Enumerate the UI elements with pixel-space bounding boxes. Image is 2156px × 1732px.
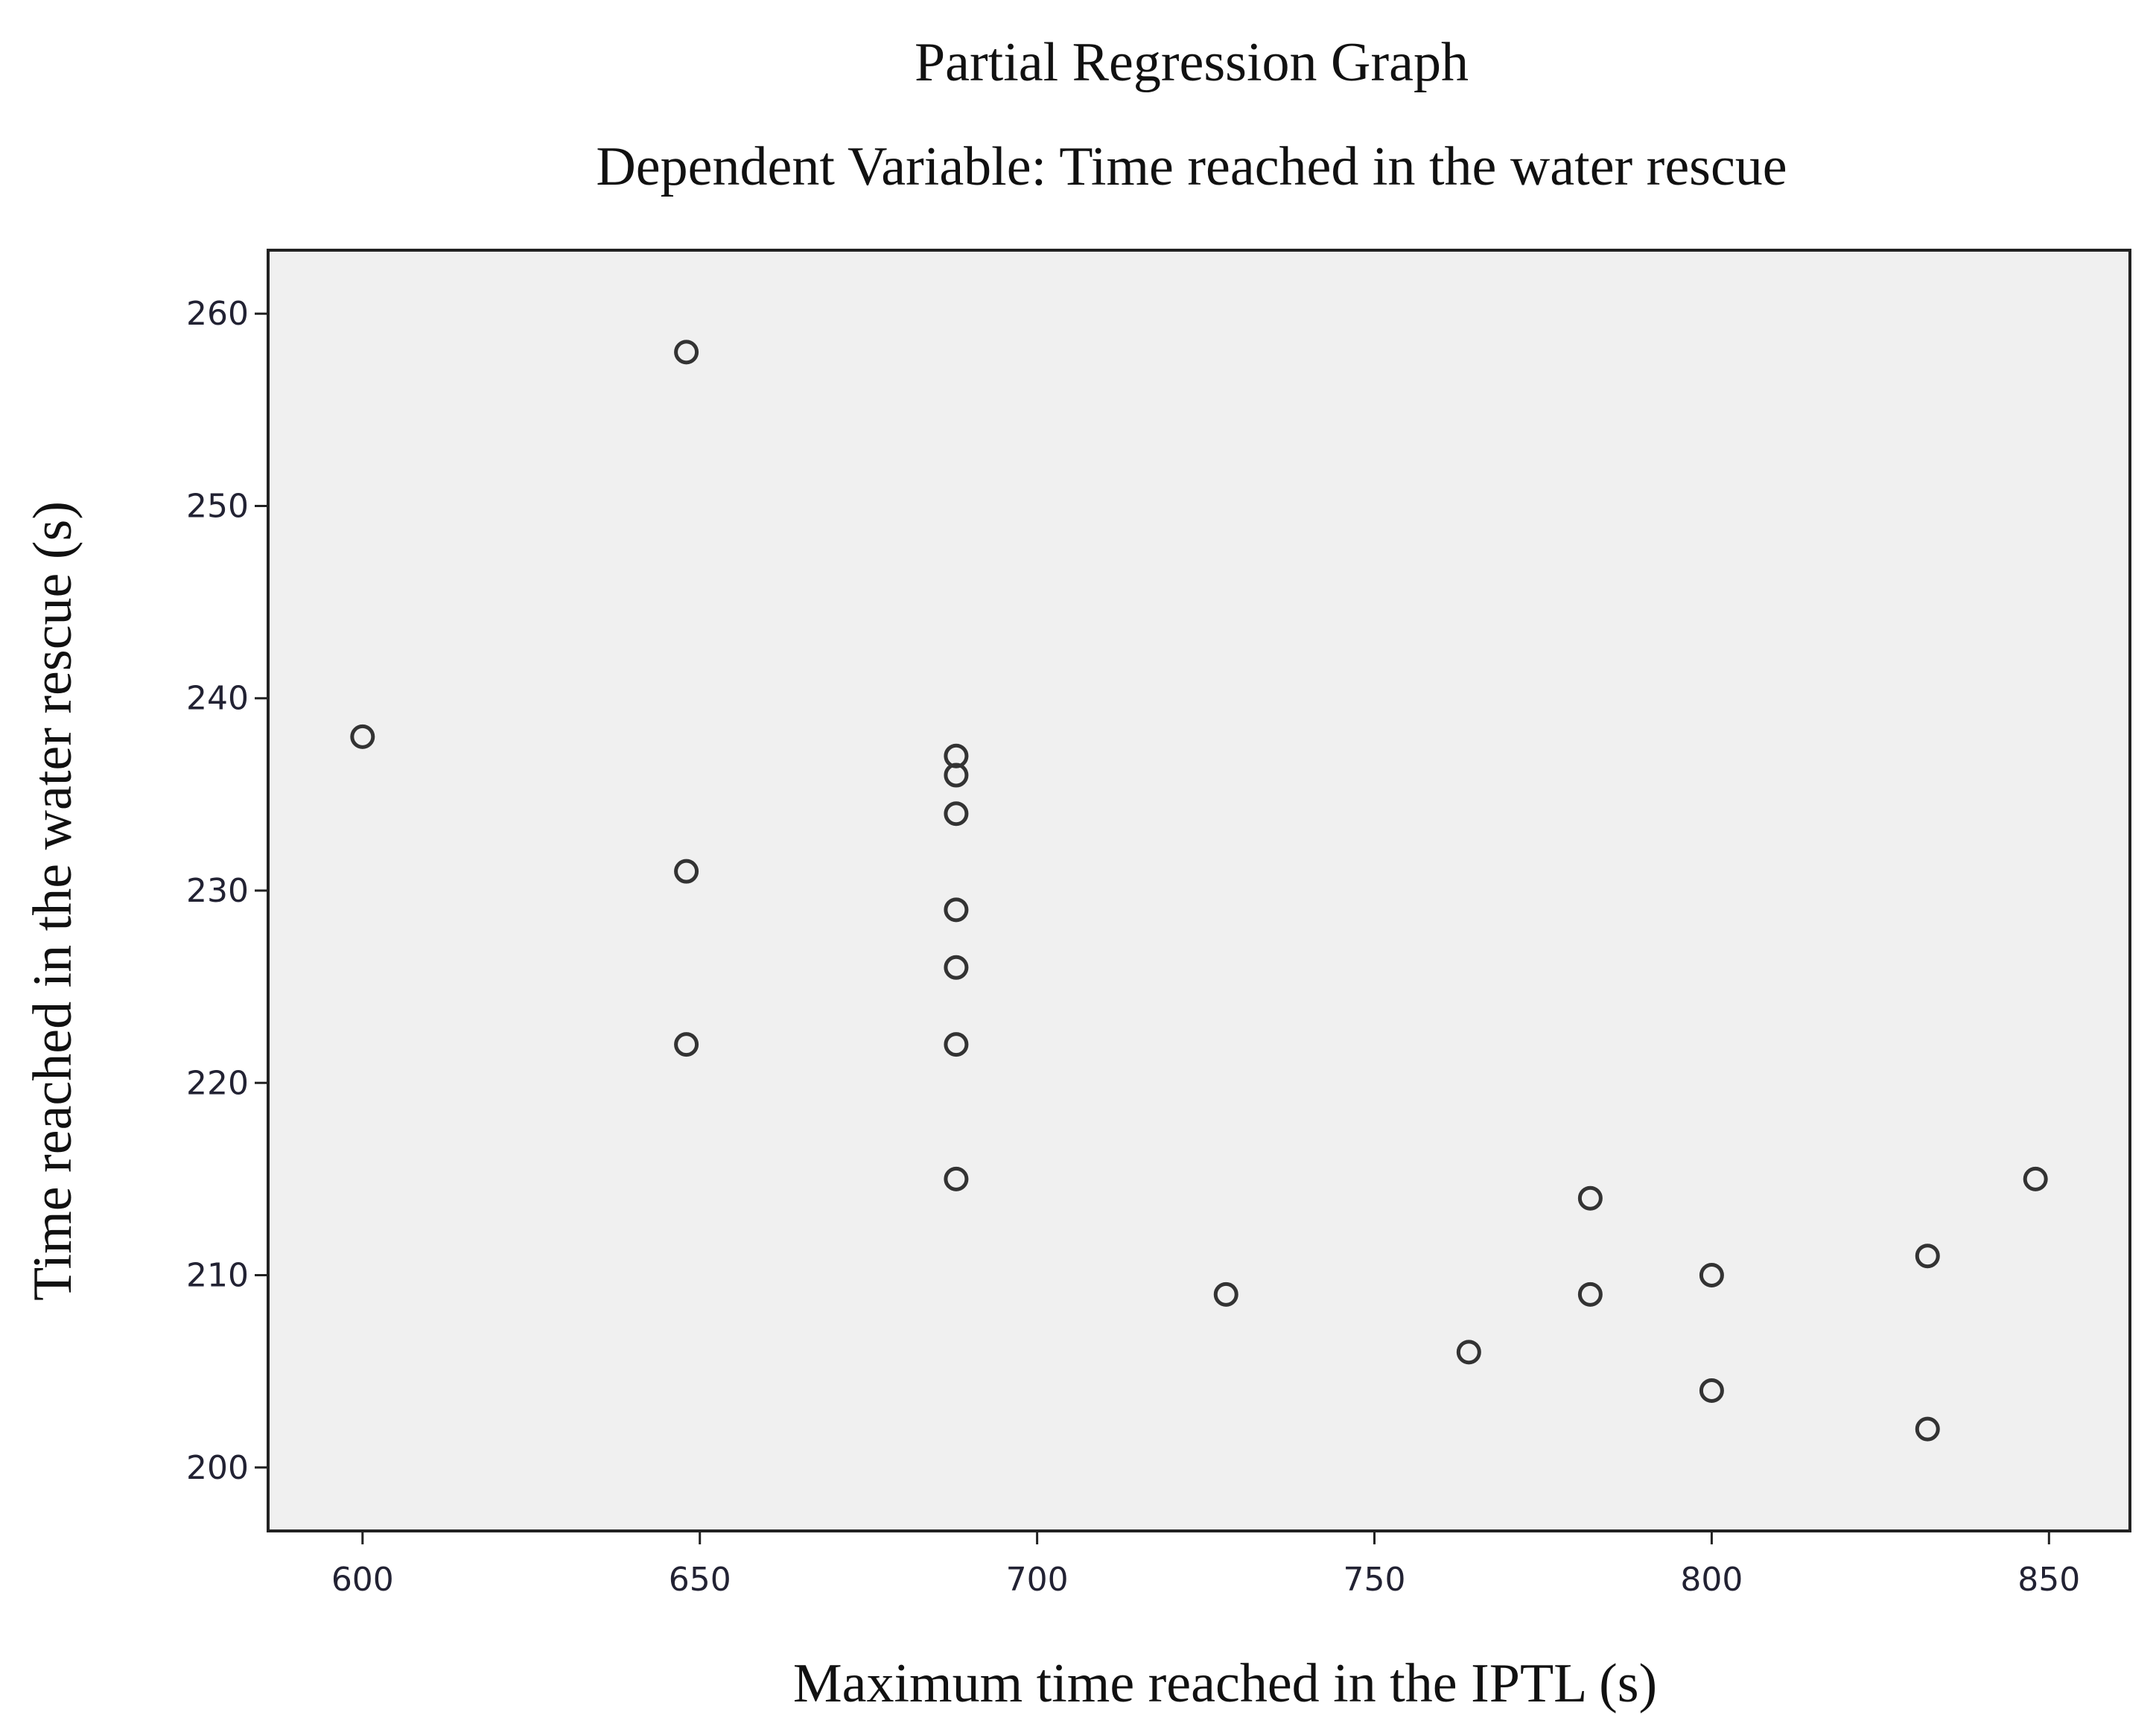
x-tick-label: 650 [669,1561,731,1599]
data-point [2023,1166,2048,1191]
data-points [350,340,2048,1442]
y-tick-label: 250 [186,487,249,525]
data-point [1577,1185,1603,1211]
y-tick-label: 200 [186,1449,249,1487]
data-point [1915,1244,1940,1269]
data-point [674,1032,699,1057]
data-point [674,859,699,884]
x-tick-label: 850 [2017,1561,2080,1599]
y-axis: 200 210 220 230 240 250 260 [186,295,268,1487]
y-tick-label: 260 [186,295,249,333]
data-point [350,724,375,749]
y-tick-label: 220 [186,1064,249,1102]
chart-subtitle: Dependent Variable: Time reached in the … [596,136,1787,197]
data-point [944,801,969,827]
data-point [944,1032,969,1057]
data-point [1915,1416,1940,1442]
data-point [1456,1340,1481,1365]
data-point [1699,1378,1724,1403]
x-tick-label: 700 [1006,1561,1069,1599]
y-tick-label: 230 [186,872,249,910]
data-point [1577,1282,1603,1307]
chart-title: Partial Regression Graph [915,32,1469,93]
x-axis-label: Maximum time reached in the IPTL (s) [793,1653,1657,1714]
y-axis-label: Time reached in the water rescue (s) [22,501,83,1301]
data-point [944,1166,969,1191]
x-tick-label: 800 [1680,1561,1743,1599]
data-point [944,762,969,788]
x-tick-label: 600 [331,1561,394,1599]
x-axis: 600 650 700 750 800 850 [331,1531,2080,1599]
x-tick-label: 750 [1343,1561,1406,1599]
data-point [944,897,969,923]
y-tick-label: 210 [186,1257,249,1295]
data-point [1213,1282,1238,1307]
plot-area [267,249,2131,1532]
data-point [674,340,699,365]
data-point [1699,1263,1724,1288]
data-point [944,955,969,980]
y-tick-label: 240 [186,680,249,718]
